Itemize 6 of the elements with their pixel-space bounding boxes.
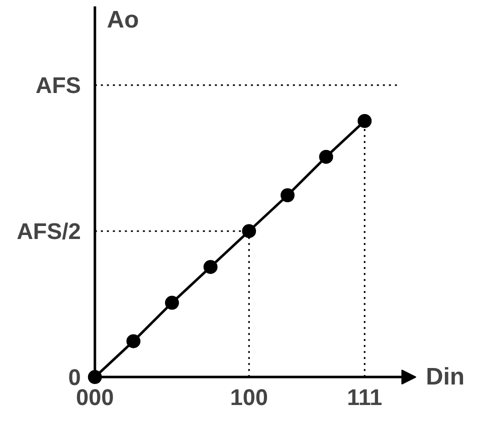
ref-line-label: AFS/2 xyxy=(16,218,81,244)
ref-line-label: AFS xyxy=(36,72,81,98)
x-tick-label: 100 xyxy=(230,384,268,410)
x-axis-title: Din xyxy=(426,364,465,391)
y-axis-title: Ao xyxy=(106,6,139,34)
x-tick-label: 111 xyxy=(346,384,382,410)
